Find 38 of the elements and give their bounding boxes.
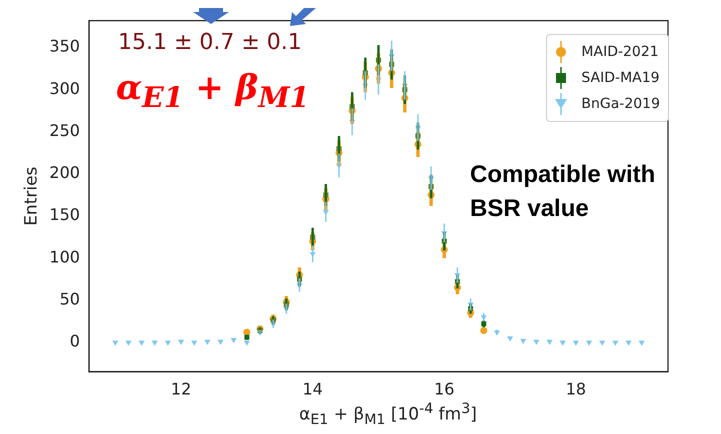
legend-label: SAID-MA19 [581,69,660,88]
point [191,340,198,346]
point [638,340,645,346]
x-tick-label: 18 [566,380,586,399]
point [218,340,224,345]
point [164,340,171,346]
y-axis-title: Entries [22,166,42,226]
y-tick-label: 200 [49,163,80,182]
x-tick-label: 16 [434,380,454,399]
legend-label: BnGa-2019 [581,95,660,114]
annotation: 15.1 ± 0.7 ± 0.1 [118,30,302,55]
point [599,340,606,346]
point [586,340,592,346]
y-tick-label: 250 [49,120,80,140]
point [152,340,158,346]
x-tick-label: 12 [170,380,192,399]
point [612,340,618,346]
y-tick-label: 300 [49,78,80,98]
legend-label: MAID-2021 [581,43,659,62]
point [178,340,184,345]
annotation: α$_{E1}$ + β$_{M1}$ [116,68,310,114]
point [533,340,540,345]
point [204,340,210,345]
y-tick-label: 350 [49,36,80,56]
x-tick-label: 14 [302,380,323,399]
y-tick-label: 150 [49,205,80,224]
point [572,340,579,346]
y-tick-label: 0 [70,331,80,350]
text: α$_{E1}$ + β$_{M1}$ [10$^{-4}$ fm$^{3}$] [299,401,477,428]
point [112,340,118,346]
point [560,340,566,346]
point [138,340,145,346]
annotation: Compatible with BSR value [470,160,656,224]
point [125,340,132,346]
y-tick-label: 100 [49,247,80,266]
point [546,340,553,345]
y-tick-label: 50 [60,289,80,308]
point [625,340,632,346]
